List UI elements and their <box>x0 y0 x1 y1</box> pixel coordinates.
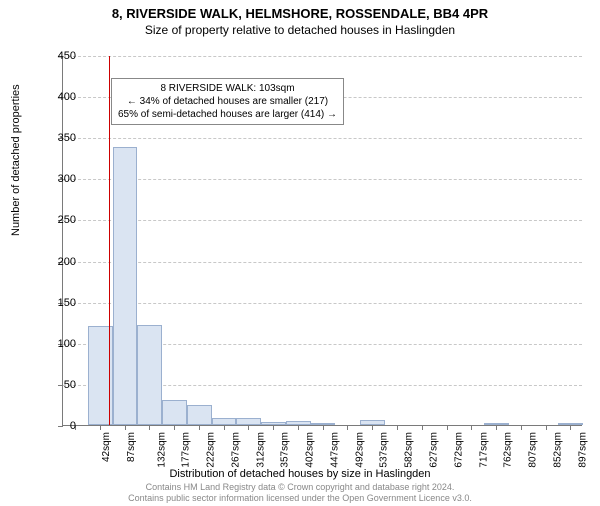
y-axis-label: Number of detached properties <box>10 84 22 236</box>
y-tick-label: 350 <box>46 132 76 144</box>
y-tick-label: 100 <box>46 338 76 350</box>
chart-container: 42sqm87sqm132sqm177sqm222sqm267sqm312sqm… <box>62 56 582 426</box>
x-tick-label: 897sqm <box>577 432 588 468</box>
y-tick-label: 300 <box>46 173 76 185</box>
x-tick-mark <box>248 425 249 430</box>
x-tick-mark <box>546 425 547 430</box>
plot-area: 42sqm87sqm132sqm177sqm222sqm267sqm312sqm… <box>62 56 582 426</box>
x-axis-label: Distribution of detached houses by size … <box>0 468 600 480</box>
histogram-bar <box>113 147 138 425</box>
y-tick-label: 200 <box>46 256 76 268</box>
x-tick-label: 807sqm <box>528 432 539 468</box>
x-tick-label: 492sqm <box>354 432 365 468</box>
x-tick-mark <box>199 425 200 430</box>
y-tick-label: 450 <box>46 50 76 62</box>
x-tick-mark <box>347 425 348 430</box>
x-tick-label: 87sqm <box>126 432 137 462</box>
x-tick-mark <box>149 425 150 430</box>
gridline <box>63 303 582 305</box>
y-tick-label: 0 <box>46 420 76 432</box>
x-tick-label: 582sqm <box>404 432 415 468</box>
x-tick-label: 627sqm <box>429 432 440 468</box>
x-tick-mark <box>521 425 522 430</box>
x-tick-mark <box>174 425 175 430</box>
annotation-box: 8 RIVERSIDE WALK: 103sqm ← 34% of detach… <box>111 78 344 125</box>
x-tick-label: 852sqm <box>552 432 563 468</box>
gridline <box>63 138 582 140</box>
x-tick-mark <box>447 425 448 430</box>
x-tick-label: 312sqm <box>255 432 266 468</box>
annotation-line1: 8 RIVERSIDE WALK: 103sqm <box>118 82 337 95</box>
x-tick-mark <box>125 425 126 430</box>
x-tick-mark <box>570 425 571 430</box>
gridline <box>63 179 582 181</box>
x-tick-label: 447sqm <box>330 432 341 468</box>
histogram-bar <box>187 405 212 425</box>
x-tick-mark <box>422 425 423 430</box>
footer-attribution: Contains HM Land Registry data © Crown c… <box>0 482 600 504</box>
x-tick-label: 267sqm <box>230 432 241 468</box>
x-tick-label: 672sqm <box>453 432 464 468</box>
annotation-line2: ← 34% of detached houses are smaller (21… <box>118 95 337 108</box>
y-tick-label: 50 <box>46 379 76 391</box>
y-tick-label: 400 <box>46 91 76 103</box>
x-tick-mark <box>397 425 398 430</box>
footer-line2: Contains public sector information licen… <box>0 493 600 504</box>
x-tick-label: 717sqm <box>478 432 489 468</box>
x-tick-mark <box>298 425 299 430</box>
y-tick-label: 150 <box>46 297 76 309</box>
x-tick-label: 402sqm <box>305 432 316 468</box>
x-tick-mark <box>100 425 101 430</box>
x-tick-label: 42sqm <box>101 432 112 462</box>
x-tick-mark <box>471 425 472 430</box>
x-tick-label: 537sqm <box>379 432 390 468</box>
x-tick-label: 762sqm <box>503 432 514 468</box>
gridline <box>63 220 582 222</box>
x-tick-mark <box>496 425 497 430</box>
x-tick-label: 357sqm <box>280 432 291 468</box>
x-tick-label: 222sqm <box>206 432 217 468</box>
x-tick-label: 132sqm <box>156 432 167 468</box>
histogram-bar <box>137 325 162 425</box>
y-tick-label: 250 <box>46 214 76 226</box>
chart-title-main: 8, RIVERSIDE WALK, HELMSHORE, ROSSENDALE… <box>0 6 600 21</box>
x-tick-mark <box>372 425 373 430</box>
chart-title-sub: Size of property relative to detached ho… <box>0 23 600 37</box>
x-tick-mark <box>273 425 274 430</box>
x-tick-mark <box>224 425 225 430</box>
gridline <box>63 56 582 58</box>
histogram-bar <box>162 400 187 425</box>
property-marker-line <box>109 56 110 425</box>
footer-line1: Contains HM Land Registry data © Crown c… <box>0 482 600 493</box>
annotation-line3: 65% of semi-detached houses are larger (… <box>118 108 337 121</box>
gridline <box>63 262 582 264</box>
x-tick-label: 177sqm <box>181 432 192 468</box>
x-tick-mark <box>323 425 324 430</box>
